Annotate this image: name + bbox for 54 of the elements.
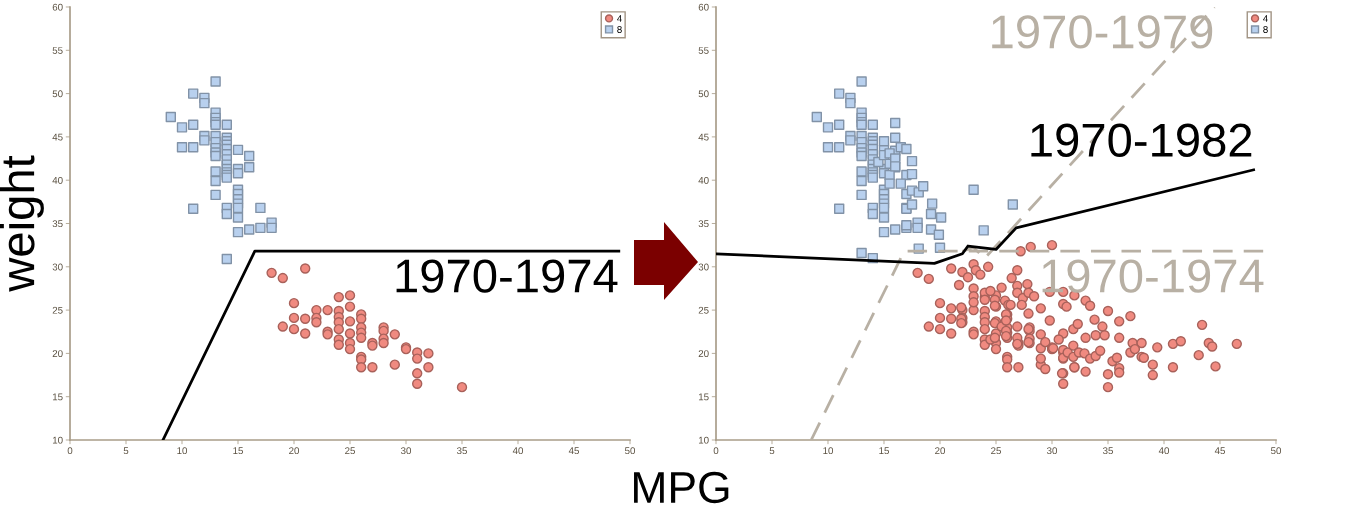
x-tick-label: 30 bbox=[400, 447, 412, 455]
legend-label: 8 bbox=[617, 26, 622, 33]
y-tick-label: 15 bbox=[698, 393, 709, 401]
x-tick-label: 50 bbox=[624, 447, 636, 455]
y-tick-label: 20 bbox=[52, 350, 63, 358]
x-tick-label: 25 bbox=[345, 447, 355, 455]
y-tick-label: 40 bbox=[52, 176, 63, 184]
x-tick-label: 50 bbox=[1270, 447, 1282, 455]
x-tick-label: 45 bbox=[568, 447, 579, 455]
series-label: 1970-1982 bbox=[1031, 123, 1252, 158]
y-tick-label: 40 bbox=[698, 176, 709, 184]
legend-label: 4 bbox=[1263, 15, 1268, 22]
series-label: 1970-1979 bbox=[992, 15, 1213, 49]
y-tick-label: 35 bbox=[52, 220, 63, 228]
x-tick-label: 20 bbox=[289, 447, 300, 455]
y-tick-label: 45 bbox=[698, 133, 709, 141]
x-tick-label: 20 bbox=[935, 447, 946, 455]
x-tick-label: 5 bbox=[769, 447, 775, 455]
x-tick-label: 40 bbox=[512, 447, 524, 455]
y-axis-title: weight bbox=[0, 155, 44, 292]
x-tick-label: 35 bbox=[456, 447, 467, 455]
x-tick-label: 35 bbox=[1102, 447, 1113, 455]
y-tick-label: 60 bbox=[698, 3, 709, 11]
x-tick-label: 0 bbox=[713, 447, 719, 455]
x-tick-label: 5 bbox=[123, 447, 129, 455]
y-tick-label: 10 bbox=[52, 436, 63, 444]
y-tick-label: 25 bbox=[698, 306, 709, 314]
x-tick-label: 30 bbox=[1046, 447, 1058, 455]
legend-label: 8 bbox=[1263, 26, 1268, 33]
y-tick-label: 15 bbox=[52, 393, 63, 401]
legend-label: 4 bbox=[617, 15, 622, 22]
y-tick-label: 30 bbox=[52, 263, 63, 271]
y-tick-label: 30 bbox=[698, 263, 709, 271]
x-tick-label: 15 bbox=[879, 447, 889, 455]
x-tick-label: 10 bbox=[823, 447, 834, 455]
y-tick-label: 10 bbox=[698, 436, 709, 444]
y-tick-label: 55 bbox=[52, 47, 63, 54]
y-tick-label: 25 bbox=[52, 306, 63, 314]
y-tick-label: 35 bbox=[698, 220, 709, 228]
x-tick-label: 15 bbox=[233, 447, 243, 455]
y-tick-label: 20 bbox=[698, 350, 709, 358]
y-tick-label: 50 bbox=[698, 90, 709, 98]
x-axis-title: MPG bbox=[634, 471, 729, 504]
x-tick-label: 45 bbox=[1214, 447, 1225, 455]
y-tick-label: 50 bbox=[52, 90, 63, 98]
x-tick-label: 0 bbox=[67, 447, 73, 455]
x-tick-label: 40 bbox=[1158, 447, 1170, 455]
y-tick-label: 55 bbox=[698, 47, 709, 54]
series-label: 1970-1974 bbox=[396, 259, 618, 293]
x-tick-label: 25 bbox=[991, 447, 1001, 455]
y-tick-label: 60 bbox=[52, 3, 63, 11]
series-label: 1970-1974 bbox=[1042, 259, 1264, 293]
y-tick-label: 45 bbox=[52, 133, 63, 141]
x-tick-label: 10 bbox=[177, 447, 188, 455]
